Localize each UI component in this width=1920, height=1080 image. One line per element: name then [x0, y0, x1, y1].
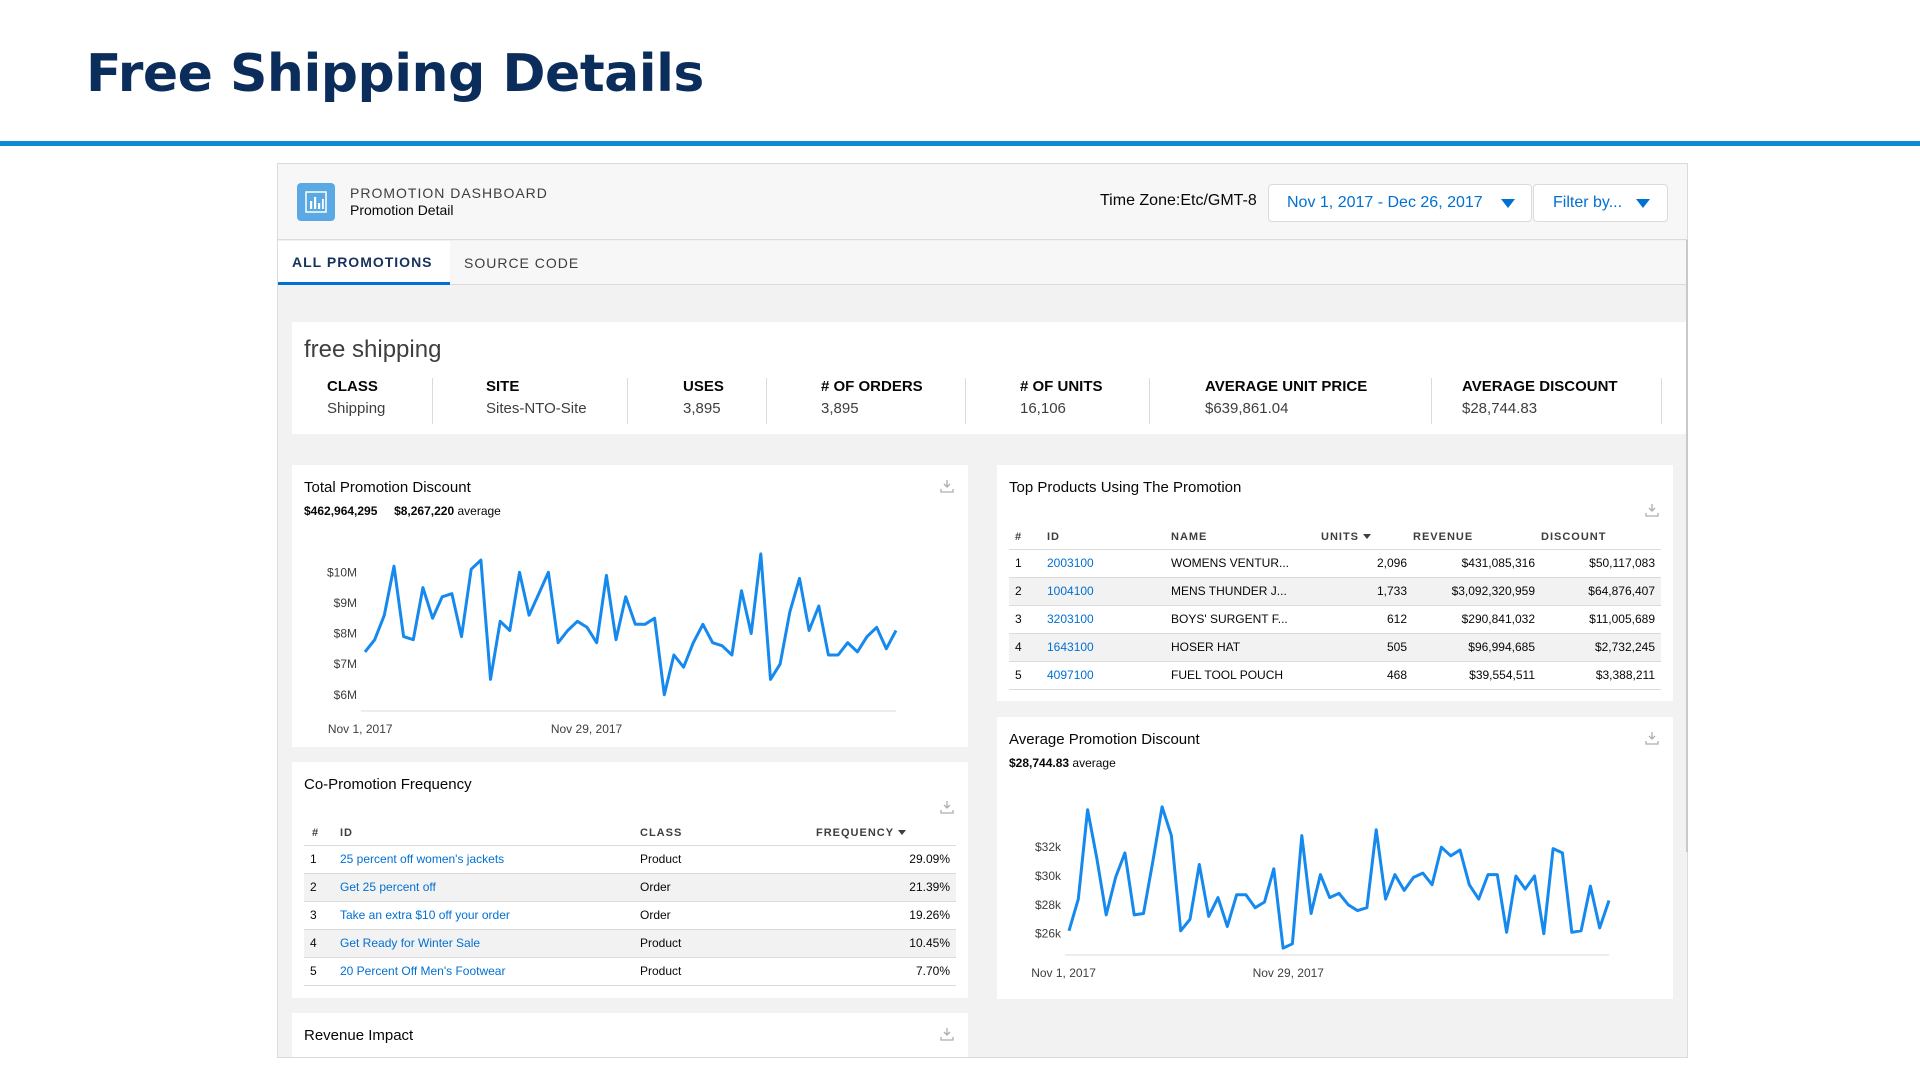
promotion-link[interactable]: Get Ready for Winter Sale	[340, 936, 481, 950]
bar-chart-icon	[297, 183, 335, 221]
table-row: 5 4097100 FUEL TOOL POUCH 468 $39,554,511 $3,…	[1009, 661, 1661, 690]
product-id-link[interactable]: 4097100	[1047, 668, 1094, 682]
filter-by-button[interactable]: Filter by...	[1533, 184, 1668, 222]
sort-desc-icon	[1363, 534, 1371, 540]
card-title: Revenue Impact	[304, 1027, 414, 1044]
download-icon[interactable]	[1645, 731, 1659, 745]
table-row: 3 Take an extra $10 off your order Order 19…	[304, 901, 956, 930]
series-line	[1067, 805, 1611, 950]
x-tick-label: Nov 29, 2017	[551, 722, 623, 736]
product-id-link[interactable]: 1643100	[1047, 640, 1094, 654]
promotion-link[interactable]: 25 percent off women's jackets	[340, 852, 505, 866]
tab-bar: ALL PROMOTIONS SOURCE CODE	[278, 241, 1687, 285]
y-tick-label: $9M	[334, 596, 357, 610]
product-id-link[interactable]: 2003100	[1047, 556, 1094, 570]
copromotion-table: # ID CLASS FREQUENCY 1 25 percent off wom…	[304, 821, 956, 986]
table-row: 4 Get Ready for Winter Sale Product 10.45%	[304, 929, 956, 958]
dashboard-supertitle: PROMOTION DASHBOARD	[350, 185, 548, 201]
series-line	[363, 552, 898, 697]
tab-all-promotions[interactable]: ALL PROMOTIONS	[278, 241, 450, 285]
table-row: 5 20 Percent Off Men's Footwear Product 7.7…	[304, 957, 956, 986]
download-icon[interactable]	[940, 800, 954, 814]
download-icon[interactable]	[940, 1027, 954, 1041]
date-range-picker[interactable]: Nov 1, 2017 - Dec 26, 2017	[1268, 184, 1532, 222]
metric-units: # OF UNITS 16,106	[1020, 378, 1150, 424]
top-products-card: Top Products Using The Promotion # ID NA…	[997, 465, 1673, 701]
date-range-label: Nov 1, 2017 - Dec 26, 2017	[1287, 194, 1483, 211]
average-discount-line-chart: $32k $30k $28k $26k Nov 1, 2017 Nov 29, 2017	[1031, 805, 1611, 980]
dashboard-subtitle: Promotion Detail	[350, 202, 454, 218]
card-title: Top Products Using The Promotion	[1009, 479, 1242, 496]
promotion-link[interactable]: Get 25 percent off	[340, 880, 436, 894]
product-id-link[interactable]: 3203100	[1047, 612, 1094, 626]
y-tick-label: $30k	[1035, 869, 1062, 883]
metric-average-discount: AVERAGE DISCOUNT $28,744.83	[1462, 378, 1662, 424]
chevron-down-icon	[1500, 198, 1515, 208]
card-title: Total Promotion Discount	[304, 479, 471, 496]
revenue-impact-card: Revenue Impact	[292, 1013, 968, 1057]
x-tick-label: Nov 1, 2017	[328, 722, 393, 736]
download-icon[interactable]	[1645, 503, 1659, 517]
dashboard-header: PROMOTION DASHBOARD Promotion Detail Tim…	[278, 164, 1687, 240]
y-tick-label: $7M	[334, 657, 357, 671]
vertical-scrollbar[interactable]	[1686, 240, 1688, 852]
total-discount-card: Total Promotion Discount $462,964,295 $8…	[292, 465, 968, 747]
promotion-link[interactable]: 20 Percent Off Men's Footwear	[340, 964, 506, 978]
metric-average-unit-price: AVERAGE UNIT PRICE $639,861.04	[1205, 378, 1432, 424]
table-row: 1 25 percent off women's jackets Product 29…	[304, 845, 956, 874]
top-products-table: # ID NAME UNITS REVENUE DISCOUNT 1 200310…	[1009, 525, 1661, 690]
filter-by-label: Filter by...	[1553, 194, 1623, 211]
promotion-link[interactable]: Take an extra $10 off your order	[340, 908, 510, 922]
average-discount-stats: $28,744.83 average	[1009, 756, 1116, 770]
slide-title: Free Shipping Details	[86, 44, 704, 104]
sort-desc-icon	[898, 830, 907, 836]
download-icon[interactable]	[940, 479, 954, 493]
timezone-label: Time Zone:Etc/GMT-8	[1100, 192, 1257, 209]
card-title: Average Promotion Discount	[1009, 731, 1200, 748]
x-tick-label: Nov 1, 2017	[1031, 966, 1096, 980]
y-tick-label: $10M	[327, 565, 357, 579]
promotion-dashboard: PROMOTION DASHBOARD Promotion Detail Tim…	[277, 163, 1688, 1058]
table-row: 3 3203100 BOYS' SURGENT F... 612 $290,841,03…	[1009, 605, 1661, 634]
x-tick-label: Nov 29, 2017	[1253, 966, 1325, 980]
product-id-link[interactable]: 1004100	[1047, 584, 1094, 598]
y-tick-label: $6M	[334, 688, 357, 702]
copromotion-card: Co-Promotion Frequency # ID CLASS FREQUE…	[292, 762, 968, 998]
promotion-name: free shipping	[304, 336, 442, 363]
tab-source-code[interactable]: SOURCE CODE	[464, 255, 580, 271]
chevron-down-icon	[1636, 198, 1651, 208]
y-tick-label: $26k	[1035, 927, 1062, 941]
table-row: 1 2003100 WOMENS VENTUR... 2,096 $431,085,31…	[1009, 549, 1661, 578]
total-discount-stats: $462,964,295 $8,267,220 average	[304, 504, 501, 518]
metric-orders: # OF ORDERS 3,895	[821, 378, 966, 424]
metric-class: CLASS Shipping	[327, 378, 433, 424]
title-divider	[0, 141, 1920, 146]
table-row: 4 1643100 HOSER HAT 505 $96,994,685 $2,732,24…	[1009, 633, 1661, 662]
metric-uses: USES 3,895	[683, 378, 767, 424]
total-discount-line-chart: $10M $9M $8M $7M $6M Nov 1, 2017 Nov 29, 2017	[327, 552, 898, 736]
y-tick-label: $28k	[1035, 898, 1062, 912]
table-row: 2 1004100 MENS THUNDER J... 1,733 $3,092,320…	[1009, 577, 1661, 606]
card-title: Co-Promotion Frequency	[304, 776, 472, 793]
table-row: 2 Get 25 percent off Order 21.39%	[304, 873, 956, 902]
y-tick-label: $32k	[1035, 840, 1062, 854]
average-discount-card: Average Promotion Discount $28,744.83 av…	[997, 717, 1673, 999]
y-tick-label: $8M	[334, 627, 357, 641]
metric-site: SITE Sites-NTO-Site	[486, 378, 628, 424]
promotion-summary: free shipping CLASS Shipping SITE Sites-NT…	[292, 322, 1687, 434]
